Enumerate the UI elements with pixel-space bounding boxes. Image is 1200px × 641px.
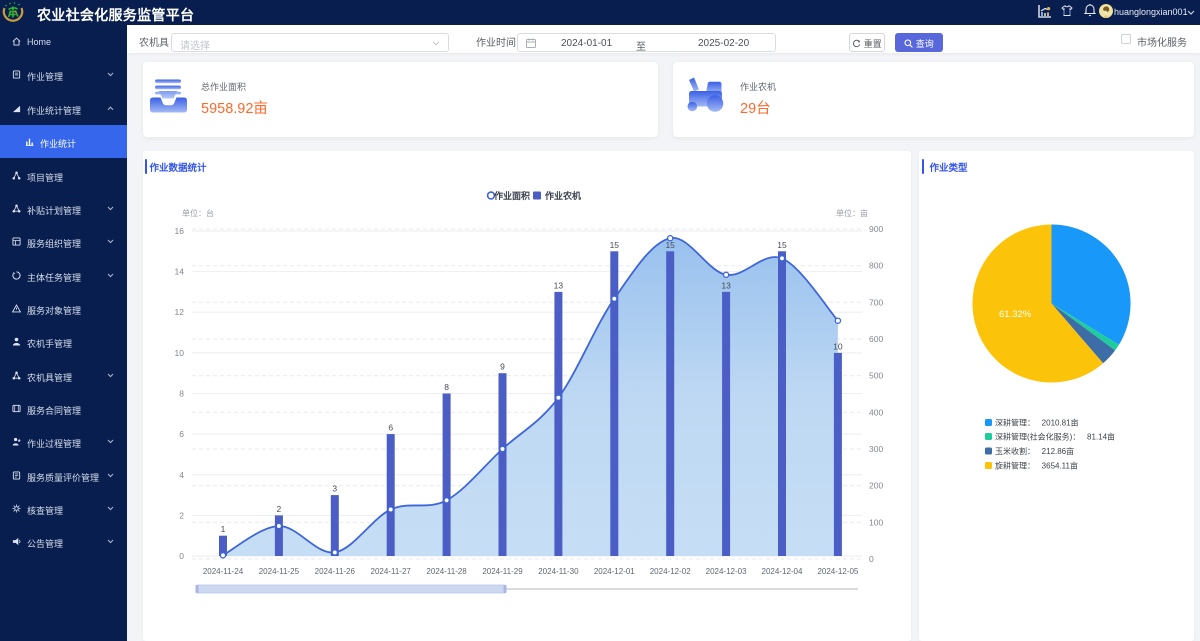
svg-text:14: 14 [175,267,185,277]
svg-text:0: 0 [179,551,184,561]
svg-text:2024-11-28: 2024-11-28 [426,567,467,576]
svg-text:13: 13 [721,280,731,290]
svg-text:4: 4 [179,470,184,480]
svg-text:3: 3 [332,484,337,494]
svg-text:2024-12-02: 2024-12-02 [650,567,691,576]
svg-text:10: 10 [833,341,843,351]
svg-text:700: 700 [869,297,883,307]
svg-text:15: 15 [777,240,787,250]
svg-text:15: 15 [665,240,675,250]
svg-text:深耕管理(社会化服务)： 81.14亩: 深耕管理(社会化服务)： 81.14亩 [995,432,1115,442]
svg-text:13: 13 [554,280,564,290]
svg-text:0: 0 [869,554,874,564]
svg-text:400: 400 [869,407,883,417]
svg-text:6: 6 [179,429,184,439]
svg-text:旋耕管理： 3654.11亩: 旋耕管理： 3654.11亩 [995,461,1078,471]
svg-text:2024-11-27: 2024-11-27 [371,567,412,576]
svg-text:300: 300 [869,444,883,454]
svg-text:单位：亩: 单位：亩 [836,208,868,218]
svg-text:61.32%: 61.32% [999,309,1032,320]
svg-text:2: 2 [277,504,282,514]
svg-text:8: 8 [179,389,184,399]
svg-text:200: 200 [869,481,883,491]
svg-text:800: 800 [869,261,883,271]
svg-text:2: 2 [179,510,184,520]
svg-text:16: 16 [175,226,185,236]
svg-text:2024-12-01: 2024-12-01 [594,567,635,576]
svg-text:600: 600 [869,334,883,344]
svg-text:12: 12 [175,307,185,317]
svg-text:玉米收割： 212.86亩: 玉米收割： 212.86亩 [995,446,1074,456]
svg-text:2024-12-04: 2024-12-04 [762,567,803,576]
svg-text:单位：台: 单位：台 [182,208,214,218]
svg-text:9: 9 [500,362,505,372]
svg-text:作业农机: 作业农机 [545,190,581,201]
svg-text:900: 900 [869,224,883,234]
svg-text:1: 1 [221,524,226,534]
svg-text:15: 15 [610,240,620,250]
svg-text:作业面积: 作业面积 [494,190,530,201]
svg-text:2024-11-24: 2024-11-24 [203,567,244,576]
svg-text:2024-12-05: 2024-12-05 [817,567,858,576]
svg-text:2024-12-03: 2024-12-03 [706,567,747,576]
svg-text:2024-11-30: 2024-11-30 [538,567,579,576]
svg-text:100: 100 [869,517,883,527]
svg-text:深耕管理： 2010.81亩: 深耕管理： 2010.81亩 [995,418,1079,428]
svg-text:2024-11-26: 2024-11-26 [315,567,356,576]
svg-text:10: 10 [175,348,185,358]
svg-text:8: 8 [444,382,449,392]
svg-text:2024-11-25: 2024-11-25 [259,567,300,576]
svg-text:6: 6 [388,423,393,433]
svg-text:2024-11-29: 2024-11-29 [482,567,523,576]
svg-text:500: 500 [869,371,883,381]
